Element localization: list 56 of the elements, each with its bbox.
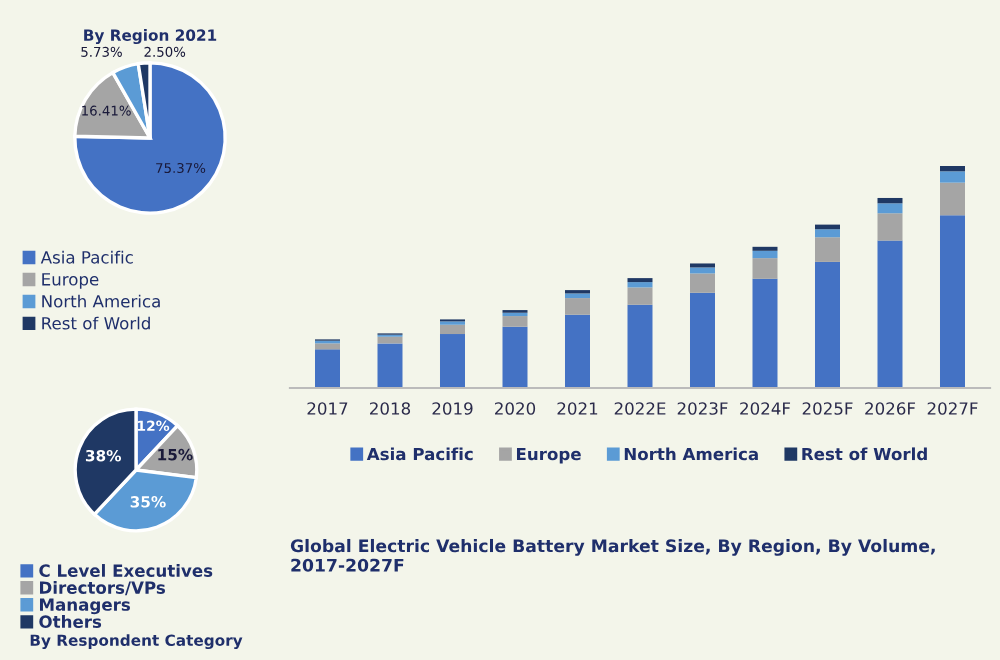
x-tick-label: 2023F [677, 402, 728, 415]
bar [752, 250, 778, 259]
bar [627, 304, 653, 388]
bar [752, 258, 778, 279]
legend-label: North America [624, 447, 758, 461]
x-tick-label: 2022E [614, 402, 666, 415]
bar [377, 336, 403, 344]
bar [565, 298, 590, 315]
bar [877, 203, 903, 214]
bar [440, 334, 465, 388]
bar [877, 213, 903, 241]
x-tick-label: 2017 [307, 402, 348, 415]
x-tick-label: 2024F [740, 402, 791, 415]
bar [940, 182, 965, 216]
bar [940, 166, 965, 172]
x-tick-label: 2020 [495, 402, 536, 415]
bar [690, 292, 715, 388]
bar [502, 326, 528, 388]
bar [877, 197, 903, 204]
bar [940, 171, 965, 183]
legend-label: Rest of World [802, 447, 927, 461]
bar [565, 293, 590, 299]
legend-label: North America [42, 294, 160, 308]
x-tick-label: 2025F [802, 402, 853, 415]
bar [627, 287, 653, 305]
legend-label: Asia Pacific [366, 447, 473, 461]
bar [690, 267, 715, 274]
bar [502, 316, 528, 327]
bar [440, 324, 465, 335]
legend-label: Europe [42, 273, 99, 289]
legend-label: Europe [516, 447, 581, 464]
bar [877, 240, 903, 388]
pie-slice [73, 61, 227, 215]
bar [627, 282, 653, 288]
x-tick-label: 2019 [432, 402, 473, 415]
bar [815, 261, 840, 388]
x-tick-label: 2018 [370, 402, 411, 415]
legend-label: Rest of World [42, 316, 150, 330]
bar [752, 278, 778, 388]
x-tick-label: 2027F [927, 402, 978, 415]
legend-label: Asia Pacific [40, 250, 133, 264]
legend-label: C Level Executives [39, 564, 213, 577]
legend-label: Directors/VPs [40, 581, 166, 596]
bar [690, 273, 715, 293]
bar [815, 237, 840, 262]
bar [940, 215, 965, 388]
bar [565, 314, 590, 388]
legend-label: Others [39, 615, 102, 628]
legend-label: Managers [40, 598, 130, 615]
bar [315, 349, 340, 388]
text: Global Electric Vehicle Battery Market Size, By Region, By Volume, 2017-2027F [290, 538, 935, 572]
x-tick-label: 2026F [865, 402, 916, 415]
bar [815, 229, 840, 238]
bar [377, 343, 403, 388]
bar [315, 343, 340, 350]
x-tick-label: 2021 [557, 402, 598, 415]
